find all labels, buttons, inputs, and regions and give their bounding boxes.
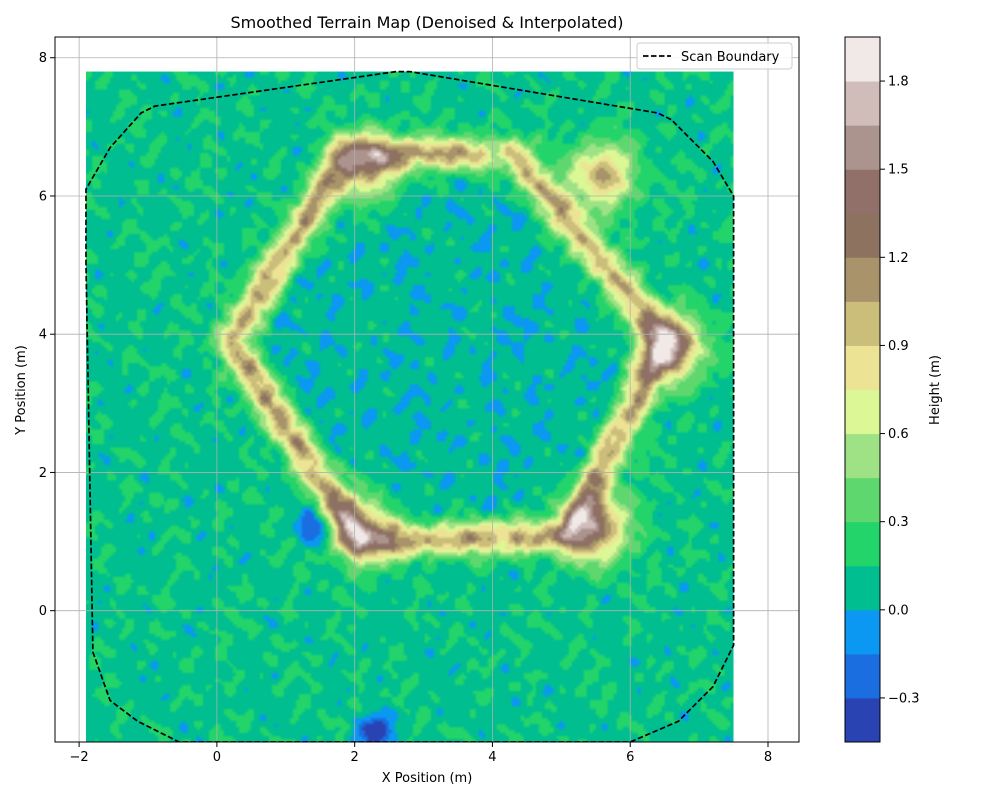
colorbar-tick-label: 0.6 — [888, 427, 909, 442]
colorbar-band — [845, 213, 880, 258]
colorbar: −0.3 0.0 0.3 0.6 0.9 1.2 1.5 1.8 Height (m) — [844, 36, 943, 743]
colorbar-ticks: −0.3 0.0 0.3 0.6 0.9 1.2 1.5 1.8 — [880, 75, 920, 706]
colorbar-band — [845, 521, 880, 567]
colorbar-tick-label: 1.2 — [888, 251, 909, 266]
colorbar-bands — [845, 37, 880, 743]
colorbar-band — [845, 477, 880, 523]
colorbar-band — [845, 81, 880, 126]
colorbar-label: Height (m) — [928, 355, 943, 425]
x-axis-ticks: −2 0 2 4 6 8 — [70, 742, 772, 765]
terrain-contour-field — [86, 71, 734, 742]
colorbar-band — [845, 697, 880, 743]
colorbar-band — [845, 125, 880, 170]
chart-title: Smoothed Terrain Map (Denoised & Interpo… — [231, 13, 624, 32]
colorbar-band — [845, 37, 880, 82]
colorbar-tick-label: 0.9 — [888, 339, 909, 354]
y-axis-ticks: 0 2 4 6 8 — [39, 51, 55, 619]
colorbar-band — [845, 169, 880, 214]
colorbar-band — [845, 609, 880, 655]
x-tick-label: 2 — [351, 750, 359, 765]
x-tick-label: 8 — [764, 750, 772, 765]
scan-boundary-line — [85, 70, 735, 742]
colorbar-tick-label: −0.3 — [888, 691, 920, 706]
colorbar-tick-label: 0.0 — [888, 603, 909, 618]
colorbar-tick-label: 0.3 — [888, 515, 909, 530]
colorbar-band — [845, 389, 880, 435]
x-tick-label: 4 — [488, 750, 496, 765]
colorbar-band — [845, 565, 880, 611]
y-axis-label: Y Position (m) — [14, 345, 29, 436]
colorbar-band — [845, 653, 880, 699]
y-tick-label: 4 — [39, 328, 47, 343]
x-tick-label: 0 — [213, 750, 221, 765]
colorbar-band — [845, 257, 880, 302]
plot-area — [54, 36, 800, 743]
colorbar-tick-label: 1.5 — [888, 163, 909, 178]
terrain-contour-image — [86, 71, 734, 742]
colorbar-tick-label: 1.8 — [888, 75, 909, 90]
y-tick-label: 8 — [39, 51, 47, 66]
legend-scan-boundary-label: Scan Boundary — [681, 50, 780, 65]
y-tick-label: 0 — [39, 604, 47, 619]
colorbar-band — [845, 345, 880, 390]
colorbar-band — [845, 433, 880, 479]
colorbar-band — [845, 301, 880, 346]
y-tick-label: 2 — [39, 466, 47, 481]
legend: Scan Boundary — [636, 42, 793, 70]
colorbar-frame — [844, 36, 881, 743]
x-tick-label: −2 — [70, 750, 89, 765]
axes-frame — [54, 36, 800, 743]
x-axis-label: X Position (m) — [382, 771, 473, 786]
legend-box — [636, 42, 793, 70]
x-tick-label: 6 — [626, 750, 634, 765]
y-tick-label: 6 — [39, 189, 47, 204]
